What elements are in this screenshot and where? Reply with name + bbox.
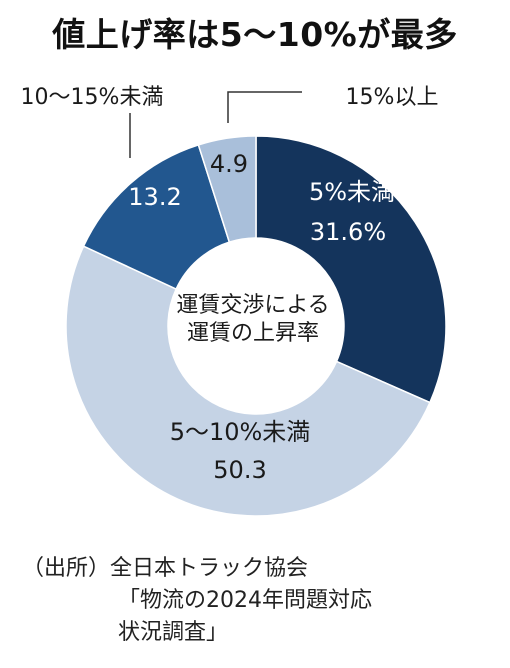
source-note: （出所）全日本トラック協会 「物流の2024年問題対応 状況調査」 <box>22 553 372 649</box>
donut-slice-1 <box>65 245 431 517</box>
source-line-3: 状況調査」 <box>118 620 229 645</box>
slice-value-0: 31.6% <box>310 218 386 246</box>
slice-label-2: 10～15%未満 <box>21 85 164 110</box>
chart-title: 値上げ率は5～10%が最多 <box>52 15 458 54</box>
source-line-1: （出所）全日本トラック協会 <box>22 556 309 581</box>
slice-value-3: 4.9 <box>210 150 248 178</box>
center-label-line-1: 運賃交渉による <box>176 293 329 318</box>
source-line-2: 「物流の2024年問題対応 <box>118 588 372 613</box>
donut-slice-0 <box>255 135 447 404</box>
donut-slice-3 <box>197 135 257 244</box>
center-label-line-2: 運賃の上昇率 <box>187 321 319 346</box>
slice-value-1: 50.3 <box>213 456 266 484</box>
slice-label-0: 5%未満 <box>309 178 395 206</box>
slice-label-3: 15%以上 <box>346 85 439 110</box>
leader-line-15-plus <box>227 91 302 123</box>
slice-value-2: 13.2 <box>128 183 181 211</box>
slice-label-1: 5～10%未満 <box>170 418 311 446</box>
